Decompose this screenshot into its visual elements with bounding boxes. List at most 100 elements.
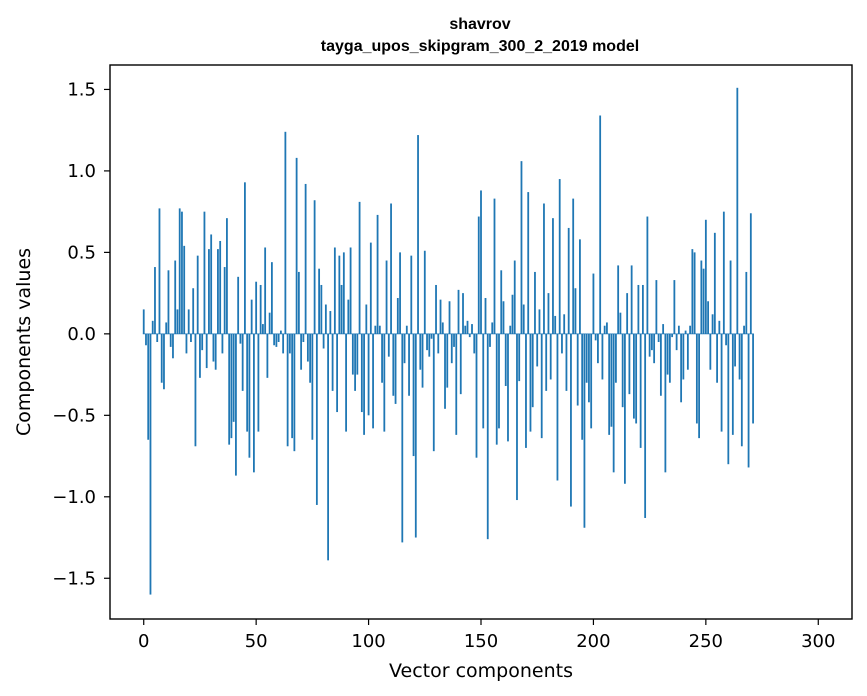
bar-40 (232, 333, 235, 422)
bar-232 (664, 333, 667, 473)
bar-220 (637, 284, 640, 334)
bar-104 (376, 214, 379, 334)
x-tick-label: 200 (576, 631, 610, 652)
bar-94 (354, 333, 356, 391)
bar-90 (345, 333, 347, 432)
bar-0 (142, 309, 145, 334)
bar-252 (709, 333, 712, 370)
bar-63 (284, 131, 287, 334)
bar-86 (336, 333, 338, 413)
bar-130 (435, 284, 437, 334)
bar-110 (390, 203, 392, 334)
bar-89 (342, 252, 345, 334)
bar-13 (172, 333, 174, 359)
bar-55 (266, 333, 269, 378)
bar-105 (378, 325, 381, 334)
bar-117 (405, 325, 408, 334)
bar-43 (239, 333, 242, 344)
bar-251 (707, 301, 709, 334)
bar-25 (199, 333, 201, 378)
bar-253 (711, 314, 714, 334)
bar-196 (583, 333, 586, 528)
bar-30 (210, 234, 213, 334)
bar-162 (507, 333, 509, 442)
bar-155 (491, 322, 494, 334)
bar-142 (462, 293, 464, 334)
bar-180 (547, 293, 550, 334)
bar-194 (579, 239, 581, 334)
bar-221 (639, 333, 642, 448)
bar-113 (396, 298, 399, 334)
bar-91 (347, 299, 350, 334)
bar-228 (655, 280, 658, 334)
bar-120 (412, 333, 415, 457)
bar-134 (444, 333, 446, 409)
bar-100 (367, 333, 370, 416)
bar-57 (270, 262, 273, 334)
y-tick-label: 0.5 (67, 242, 96, 263)
bar-127 (428, 333, 431, 357)
bar-66 (291, 333, 294, 439)
bar-209 (612, 333, 615, 473)
bar-164 (511, 294, 514, 334)
bar-9 (163, 333, 165, 390)
bar-159 (500, 270, 503, 334)
bar-244 (691, 249, 694, 334)
bar-3 (149, 333, 152, 595)
bar-151 (482, 333, 485, 429)
bar-37 (226, 218, 228, 334)
bar-150 (480, 190, 482, 334)
bar-261 (729, 260, 732, 334)
bar-212 (619, 312, 622, 334)
bar-132 (439, 299, 442, 334)
bar-119 (410, 255, 413, 334)
bar-245 (693, 252, 696, 334)
bar-79 (320, 284, 323, 334)
bar-248 (700, 260, 703, 334)
bar-187 (563, 314, 566, 334)
y-tick-label: 1.5 (67, 79, 96, 100)
bar-67 (293, 333, 296, 452)
bar-73 (306, 333, 309, 362)
bar-267 (743, 325, 745, 334)
bar-42 (237, 276, 240, 334)
bar-96 (358, 201, 361, 334)
bar-195 (581, 333, 584, 440)
y-tick-label: −1.5 (52, 568, 96, 589)
x-axis-label: Vector components (389, 660, 573, 682)
bar-7 (158, 208, 161, 334)
bar-92 (349, 247, 352, 334)
bar-211 (617, 265, 620, 334)
bar-128 (430, 333, 433, 339)
bar-137 (450, 333, 453, 364)
bar-264 (736, 87, 739, 334)
bar-200 (592, 273, 595, 334)
bar-136 (448, 301, 451, 334)
bar-216 (628, 333, 631, 395)
bar-122 (417, 135, 419, 334)
bar-202 (597, 333, 599, 364)
bar-69 (297, 271, 300, 334)
bar-80 (322, 333, 325, 349)
bar-10 (165, 322, 168, 334)
bar-191 (572, 198, 575, 334)
bar-259 (725, 333, 727, 346)
bar-205 (603, 325, 606, 334)
chart-title-line1: shavrov (449, 16, 510, 33)
bar-52 (259, 284, 262, 334)
bar-18 (183, 245, 186, 334)
bar-254 (713, 232, 716, 334)
bar-246 (695, 333, 698, 424)
bar-224 (646, 216, 649, 334)
bar-145 (468, 333, 471, 338)
bar-207 (608, 333, 611, 435)
bar-108 (385, 260, 388, 334)
bar-181 (549, 333, 552, 380)
bar-256 (718, 320, 721, 334)
bar-76 (313, 200, 316, 334)
bar-172 (529, 333, 532, 432)
bar-19 (185, 333, 188, 354)
bar-45 (244, 182, 246, 334)
bar-166 (516, 333, 518, 501)
bar-260 (727, 333, 730, 465)
